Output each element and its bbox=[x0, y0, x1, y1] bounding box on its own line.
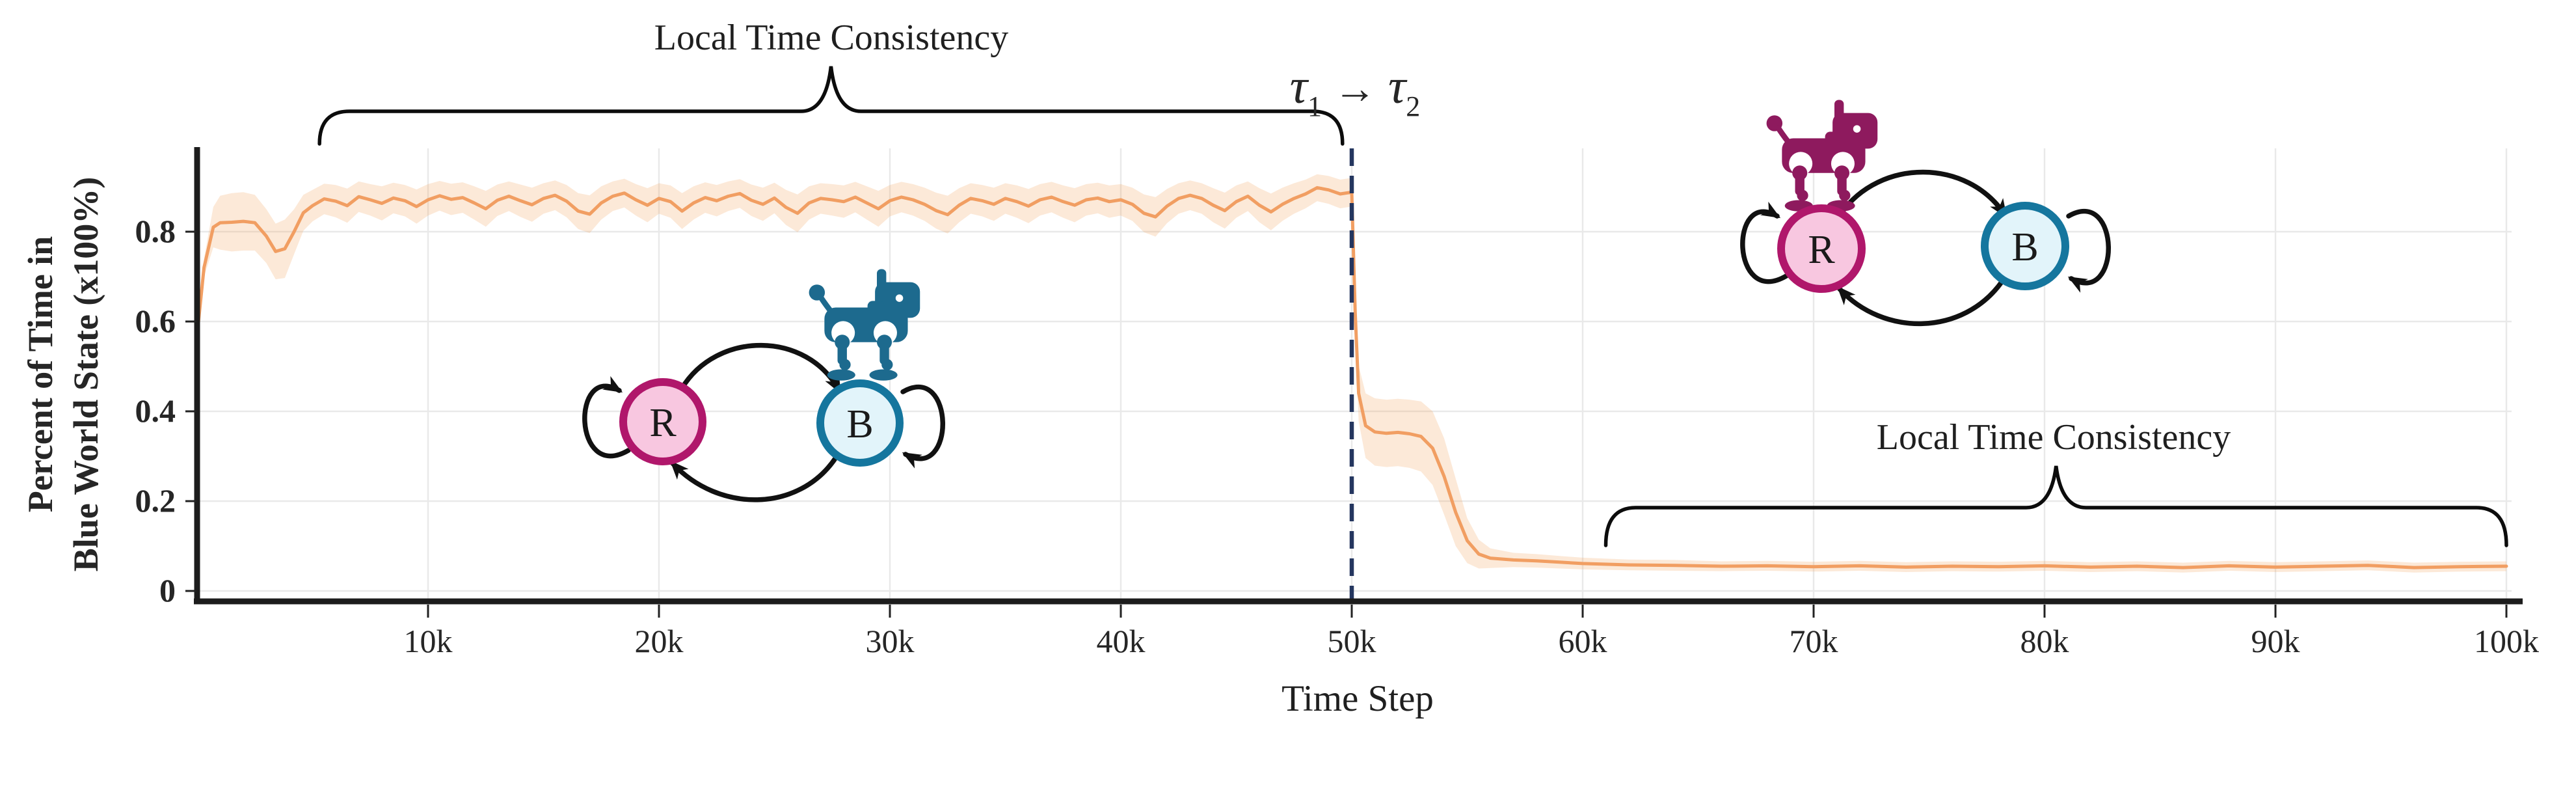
self-loop-b bbox=[900, 384, 945, 469]
x-tick-label: 60k bbox=[1559, 623, 1607, 659]
transition-arc-r-to-b bbox=[1838, 169, 2007, 218]
y-tick-label: 0 bbox=[159, 572, 176, 609]
node-r-letter: R bbox=[649, 401, 677, 445]
x-tick-label: 30k bbox=[866, 623, 915, 659]
node-b-circle bbox=[1981, 202, 2069, 290]
node-r-circle bbox=[619, 378, 706, 465]
robot-dog-icon-teal bbox=[809, 269, 920, 380]
self-loop-r bbox=[582, 376, 631, 459]
self-loop-b bbox=[2066, 208, 2111, 293]
y-tick-label: 0.8 bbox=[135, 213, 176, 249]
node-r-letter: R bbox=[1808, 228, 1835, 272]
node-b-letter: B bbox=[846, 402, 873, 446]
y-tick-label: 0.2 bbox=[135, 482, 176, 519]
axis-layer: 10k 20k 30k 40k 50k 60k 70k 80k 90k 100k 0 0.2 0.4 0.… bbox=[135, 147, 2539, 659]
x-tick-label: 50k bbox=[1328, 623, 1376, 659]
transition-arc-r-to-b bbox=[679, 343, 842, 394]
node-b-circle bbox=[816, 379, 904, 467]
state-diagram-1: R B bbox=[582, 269, 945, 502]
transition-arc-b-to-r bbox=[1836, 279, 2005, 327]
self-loop-r bbox=[1740, 201, 1789, 284]
percent-blue-line bbox=[195, 185, 2508, 569]
transition-arc-b-to-r bbox=[669, 455, 839, 502]
x-tick-label: 70k bbox=[1790, 623, 1838, 659]
tau-transition-label: τ1 → τ2 bbox=[1290, 59, 1420, 122]
brace-left-label: Local Time Consistency bbox=[654, 18, 1008, 58]
brace-left bbox=[317, 66, 1345, 146]
confidence-band bbox=[197, 174, 2506, 573]
x-tick-label: 10k bbox=[404, 623, 453, 659]
data-layer bbox=[195, 148, 2508, 600]
y-tick-label: 0.4 bbox=[135, 392, 176, 429]
y-axis-label-line2: Blue World State (x100%) bbox=[66, 177, 105, 572]
x-axis-title: Time Step bbox=[1281, 678, 1434, 719]
x-tick-label: 20k bbox=[635, 623, 684, 659]
brace-right-label: Local Time Consistency bbox=[1877, 417, 2231, 458]
brace-layer bbox=[317, 66, 2508, 547]
y-tick-label: 0.6 bbox=[135, 303, 176, 339]
x-tick-label: 40k bbox=[1097, 623, 1146, 659]
x-tick-label: 90k bbox=[2251, 623, 2300, 659]
x-tick-label: 80k bbox=[2020, 623, 2069, 659]
node-b-letter: B bbox=[2011, 225, 2038, 269]
state-diagram-2: R B bbox=[1740, 100, 2111, 327]
node-r-circle bbox=[1777, 204, 1866, 293]
brace-right bbox=[1603, 465, 2508, 547]
grid-layer bbox=[197, 148, 2512, 600]
y-axis-label-line1: Percent of Time in bbox=[21, 236, 60, 512]
x-tick-label: 100k bbox=[2474, 623, 2539, 659]
